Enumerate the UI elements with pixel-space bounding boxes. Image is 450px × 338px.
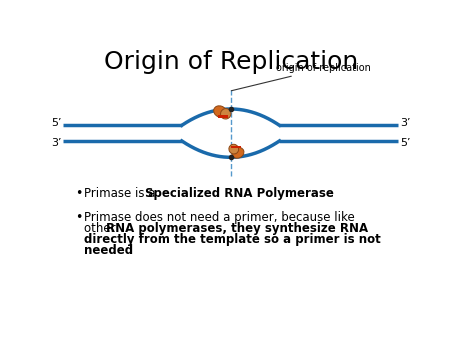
Text: needed: needed	[84, 244, 133, 257]
Text: origin of replication: origin of replication	[231, 64, 371, 91]
Text: 3’: 3’	[400, 118, 410, 128]
Bar	[231, 146, 241, 148]
Text: RNA polymerases, they synthesize RNA: RNA polymerases, they synthesize RNA	[106, 222, 368, 235]
Ellipse shape	[220, 108, 231, 119]
Text: Primase is a: Primase is a	[84, 187, 159, 200]
Text: 5’: 5’	[400, 138, 410, 148]
Text: •: •	[76, 187, 83, 200]
Text: other: other	[84, 222, 120, 235]
Text: Origin of Replication: Origin of Replication	[104, 50, 358, 74]
Text: •: •	[76, 211, 83, 224]
Text: 5’: 5’	[51, 118, 62, 128]
Text: Primase does not need a primer, because like: Primase does not need a primer, because …	[84, 211, 355, 224]
Bar	[218, 115, 228, 118]
Text: Specialized RNA Polymerase: Specialized RNA Polymerase	[145, 187, 334, 200]
Text: directly from the template so a primer is not: directly from the template so a primer i…	[84, 233, 381, 246]
Text: 3’: 3’	[51, 138, 62, 148]
Ellipse shape	[229, 144, 239, 154]
Ellipse shape	[232, 147, 244, 158]
Ellipse shape	[214, 106, 227, 117]
